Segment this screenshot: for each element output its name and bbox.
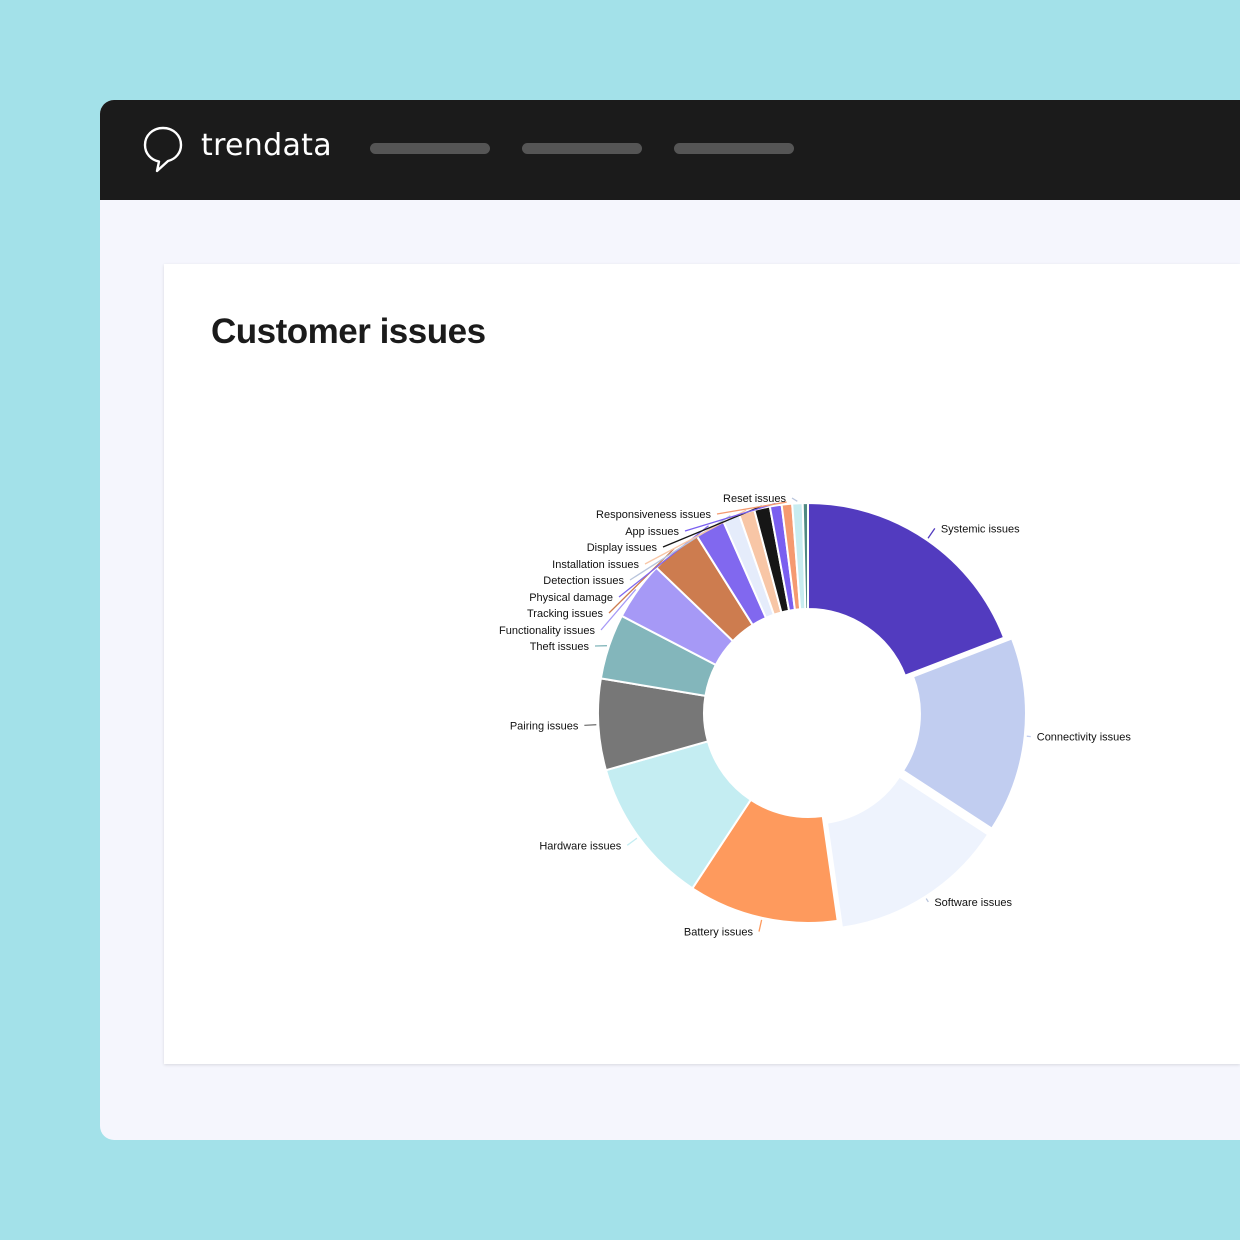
- slice-label-software-issues: Software issues: [934, 897, 1012, 909]
- leader-line-software-issues: [925, 898, 929, 903]
- slice-label-battery-issues: Battery issues: [684, 927, 754, 939]
- leader-line-app-issues: [684, 502, 776, 532]
- slice-software-issues[interactable]: [825, 775, 990, 929]
- card-title: Customer issues: [211, 312, 486, 351]
- slice-connectivity-issues[interactable]: [901, 637, 1027, 830]
- customer-issues-donut-chart: Systemic issues Connectivity issues Softwa…: [499, 493, 1131, 939]
- slice-label-connectivity-issues: Connectivity issues: [1037, 732, 1132, 744]
- slice-label-tracking-issues: Tracking issues: [527, 608, 604, 620]
- app-window: trendata Customer issues Systemic issues…: [100, 100, 1240, 1140]
- leader-line-functionality-issues: [600, 588, 637, 631]
- slice-label-responsiveness-issues: Responsiveness issues: [596, 509, 711, 521]
- slice-label-systemic-issues: Systemic issues: [941, 523, 1020, 535]
- leader-line-reset-issues: [791, 497, 798, 502]
- leader-line-hardware-issues: [626, 837, 638, 846]
- leader-line-responsiveness-issues: [716, 501, 787, 515]
- slice-label-functionality-issues: Functionality issues: [499, 625, 595, 637]
- donut-slices: [597, 501, 1027, 929]
- donut-labels: Systemic issues Connectivity issues Softwa…: [499, 493, 1131, 939]
- slice-label-physical-damage: Physical damage: [529, 592, 613, 604]
- slice-label-app-issues: App issues: [625, 526, 679, 538]
- speech-bubble-logo-icon[interactable]: [142, 126, 184, 174]
- leader-line-pairing-issues: [584, 724, 597, 726]
- slice-label-hardware-issues: Hardware issues: [539, 840, 621, 852]
- nav-item-1[interactable]: [370, 143, 490, 154]
- leader-line-battery-issues: [758, 919, 763, 932]
- slice-label-detection-issues: Detection issues: [543, 575, 624, 587]
- customer-issues-card: Customer issues Systemic issues Connectiv…: [164, 264, 1240, 1064]
- nav-item-2[interactable]: [522, 143, 642, 154]
- slice-label-pairing-issues: Pairing issues: [510, 720, 579, 732]
- slice-label-reset-issues: Reset issues: [723, 493, 786, 505]
- slice-label-installation-issues: Installation issues: [552, 559, 639, 571]
- slice-label-theft-issues: Theft issues: [530, 641, 590, 653]
- slice-label-display-issues: Display issues: [587, 542, 658, 554]
- leader-line-systemic-issues: [927, 527, 936, 539]
- brand-name[interactable]: trendata: [201, 128, 332, 163]
- slice-systemic-issues[interactable]: [807, 501, 1006, 677]
- slice-other[interactable]: [801, 501, 809, 611]
- top-navigation-bar: trendata: [100, 100, 1240, 200]
- nav-item-3[interactable]: [674, 143, 794, 154]
